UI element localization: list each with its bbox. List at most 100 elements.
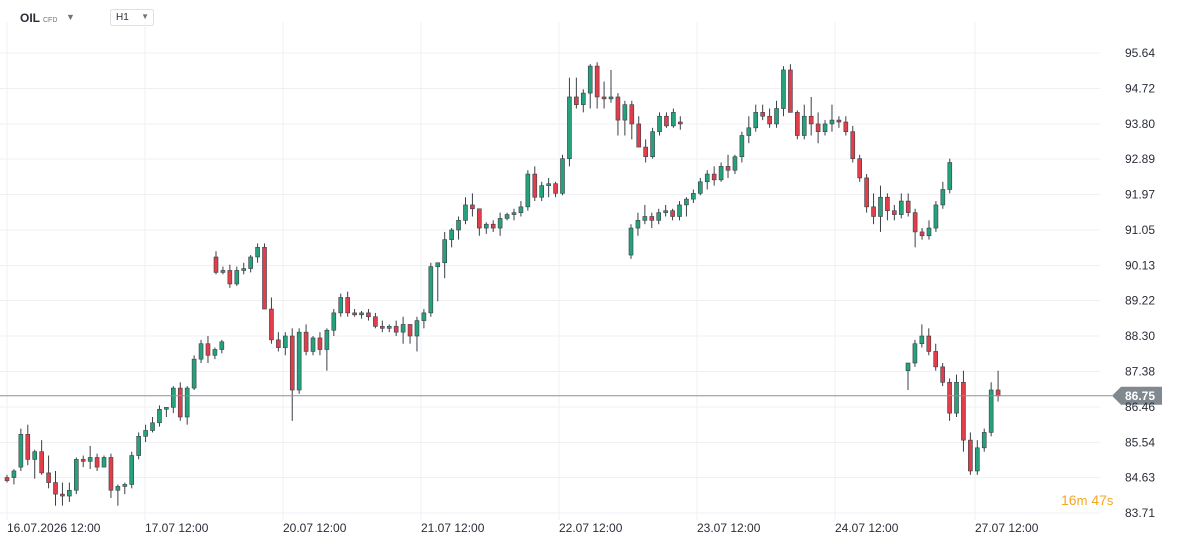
candle-body	[940, 189, 946, 206]
candle	[919, 324, 925, 348]
candle-body	[177, 387, 183, 418]
candle-body	[191, 358, 197, 389]
candle-body	[905, 200, 911, 213]
candle-body	[407, 324, 413, 337]
candle	[53, 470, 58, 506]
symbol-dropdown-icon[interactable]: ▼	[66, 12, 75, 22]
candle	[947, 378, 952, 421]
candle-body	[829, 119, 835, 125]
candle	[108, 453, 114, 498]
candle-body	[442, 239, 447, 264]
symbol-selector[interactable]: OIL CFD	[20, 11, 57, 25]
candle	[968, 432, 973, 475]
candle-body	[511, 212, 517, 215]
candle	[974, 440, 980, 475]
candle	[594, 62, 600, 109]
candle	[711, 166, 717, 186]
candle	[940, 363, 945, 387]
candle	[947, 158, 953, 194]
candle-body	[67, 489, 72, 497]
candle	[657, 112, 662, 136]
candle-body	[657, 115, 662, 132]
candle	[587, 64, 593, 109]
candle-body	[933, 204, 939, 229]
chart-grid	[0, 22, 1100, 520]
candle	[642, 204, 648, 225]
candle-body	[801, 115, 807, 136]
candle-body	[366, 312, 371, 318]
x-axis: 16.07.2026 12:00 17.07 12:00 20.07 12:00 21…	[7, 521, 1039, 535]
candle-body	[815, 123, 821, 132]
candle-body	[234, 270, 240, 285]
candle-body	[615, 96, 621, 121]
candle	[670, 208, 675, 221]
candle	[449, 228, 454, 248]
candle-body	[594, 65, 600, 98]
candle	[808, 96, 814, 136]
y-tick-label: 87.38	[1125, 364, 1155, 378]
candle-body	[213, 256, 219, 273]
candle-body	[968, 439, 973, 472]
candle-body	[622, 104, 628, 121]
candle-body	[725, 166, 731, 171]
candle-body	[477, 208, 482, 229]
candle	[678, 116, 683, 130]
candle	[718, 162, 724, 182]
candle-body	[380, 326, 385, 329]
candle-body	[39, 451, 44, 474]
candle-body	[386, 326, 392, 329]
candle-countdown-timer: 16m 47s	[1061, 492, 1113, 508]
candle-body	[220, 270, 226, 273]
candle-body	[836, 119, 842, 123]
candle	[732, 154, 738, 175]
candle	[656, 208, 662, 225]
candle-body	[331, 312, 337, 331]
candle	[905, 193, 911, 217]
candle-body	[115, 486, 121, 491]
candle-body	[18, 434, 24, 468]
candle	[905, 362, 911, 390]
candle-body	[525, 173, 531, 208]
candle	[39, 440, 44, 475]
candle	[456, 216, 461, 240]
timeframe-selector[interactable]: H1 ▼	[110, 9, 154, 26]
candle	[18, 428, 24, 471]
candle-body	[981, 432, 987, 449]
timer-minutes-unit: m	[1076, 493, 1088, 508]
x-tick-label: 17.07 12:00	[145, 521, 209, 535]
candle	[878, 185, 883, 232]
candle-body	[767, 115, 772, 125]
candle	[567, 77, 572, 167]
candle	[671, 108, 676, 128]
candle-body	[539, 185, 545, 198]
y-tick-label: 89.22	[1125, 294, 1155, 308]
candle	[296, 328, 302, 394]
candle	[628, 224, 634, 259]
candle	[919, 228, 925, 240]
candle	[788, 64, 793, 113]
candle-body	[670, 210, 675, 217]
candle	[205, 336, 211, 364]
candle	[801, 104, 807, 140]
candle-body	[373, 316, 378, 327]
candle	[898, 193, 904, 219]
candle	[282, 332, 288, 356]
candle-body	[871, 206, 876, 217]
candle	[483, 222, 489, 234]
candle	[767, 108, 772, 128]
y-tick-label: 84.63	[1125, 471, 1155, 485]
candle-body	[947, 381, 952, 414]
candle	[857, 154, 862, 182]
candle	[94, 453, 100, 471]
candle-body	[718, 166, 724, 181]
candle	[560, 154, 565, 196]
y-tick-label: 90.13	[1125, 258, 1155, 272]
candle	[191, 355, 197, 390]
candle-body	[656, 212, 662, 221]
chart-toolbar: OIL CFD ▼ H1 ▼	[0, 0, 1185, 34]
candle-body	[795, 112, 800, 136]
candle-body	[262, 247, 267, 310]
candle	[227, 264, 233, 288]
candle-body	[143, 430, 148, 437]
